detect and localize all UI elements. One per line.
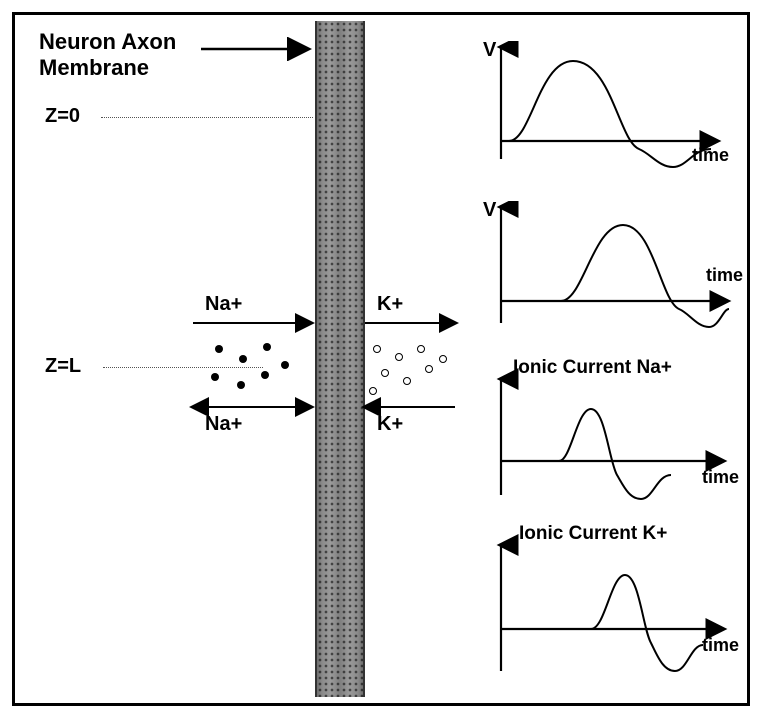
- ylabel-V: V: [483, 199, 496, 222]
- k-ion: [439, 355, 447, 363]
- na-ion: [237, 381, 245, 389]
- plot-voltage-zL: V time: [479, 201, 739, 341]
- plot-ionic-na: Ionic Current Na+ time: [479, 361, 739, 511]
- na-ion: [263, 343, 271, 351]
- k-ion: [373, 345, 381, 353]
- k-ion: [381, 369, 389, 377]
- k-ion: [425, 365, 433, 373]
- plot-title: Ionic Current K+: [519, 523, 667, 545]
- curve: [509, 575, 703, 671]
- k-ion: [417, 345, 425, 353]
- plot-ionic-k: Ionic Current K+ time: [479, 527, 739, 687]
- na-ion: [261, 371, 269, 379]
- na-ion: [215, 345, 223, 353]
- ylabel-V: V: [483, 39, 496, 62]
- xlabel-time: time: [706, 265, 743, 286]
- k-ion: [403, 377, 411, 385]
- k-ion: [395, 353, 403, 361]
- na-ion: [281, 361, 289, 369]
- na-ion: [211, 373, 219, 381]
- curve: [509, 225, 729, 327]
- plot-title: Ionic Current Na+: [513, 357, 672, 379]
- curve: [509, 61, 711, 167]
- curve: [509, 409, 671, 499]
- plot-voltage-z0: V time: [479, 41, 729, 181]
- xlabel-time: time: [692, 145, 729, 166]
- xlabel-time: time: [702, 467, 739, 488]
- xlabel-time: time: [702, 635, 739, 656]
- k-ion: [369, 387, 377, 395]
- figure-frame: Neuron Axon Membrane Z=0 Z=L Na+ Na+ K+ …: [12, 12, 750, 706]
- na-ion: [239, 355, 247, 363]
